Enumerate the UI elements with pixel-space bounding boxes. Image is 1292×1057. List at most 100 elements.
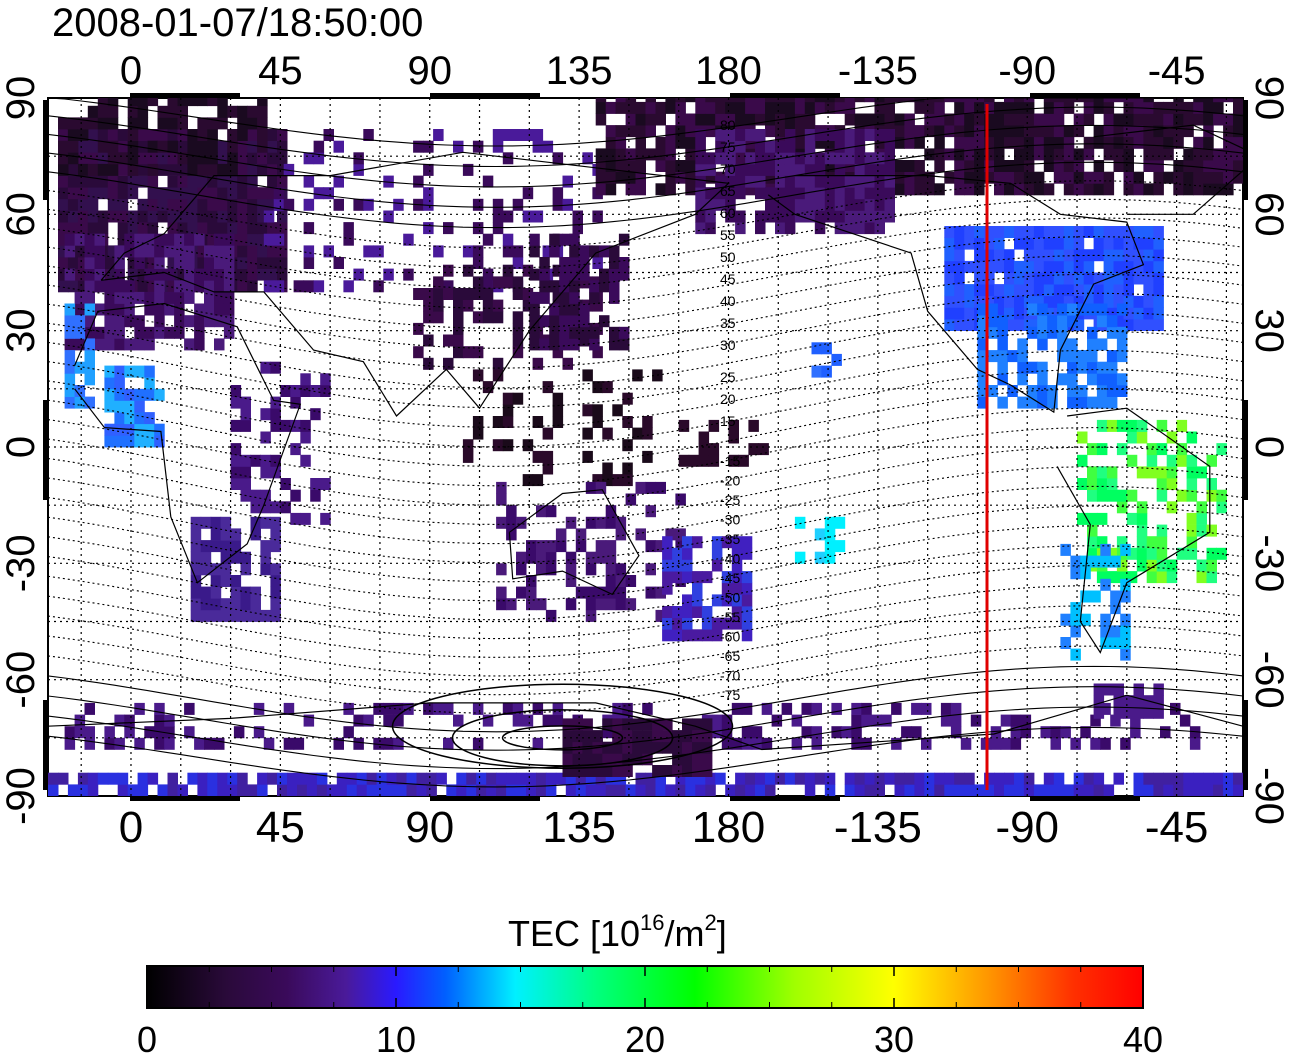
tec-cell <box>656 183 667 195</box>
tec-cell <box>1143 137 1154 149</box>
tec-cell <box>178 784 189 796</box>
tec-cell <box>543 428 554 440</box>
tec-cell <box>1223 172 1234 184</box>
tec-cell <box>662 583 673 595</box>
tec-cell <box>154 292 165 304</box>
lat-tick-right: 90 <box>1247 76 1291 121</box>
tec-cell <box>267 176 278 188</box>
tec-cell <box>270 408 281 420</box>
tec-cell <box>646 148 657 160</box>
tec-cell <box>685 114 696 126</box>
tec-cell <box>1054 249 1065 261</box>
tec-cell <box>695 222 706 234</box>
tec-cell <box>1104 238 1115 250</box>
tec-cell <box>1007 350 1018 362</box>
tec-cell <box>1070 567 1081 579</box>
tec-cell <box>1077 385 1088 397</box>
frame-segment <box>430 796 540 801</box>
tec-cell <box>1014 148 1025 160</box>
tec-cell <box>1070 614 1081 626</box>
tec-cell <box>516 773 527 785</box>
tec-cell <box>1044 773 1055 785</box>
contour-label: -45 <box>720 570 740 586</box>
tec-cell <box>383 211 394 223</box>
tec-cell <box>602 742 613 754</box>
tec-cell <box>994 102 1005 114</box>
tec-cell <box>964 183 975 195</box>
tec-cell <box>665 90 676 102</box>
tec-cell <box>1064 284 1075 296</box>
tec-cell <box>178 117 189 129</box>
contour-label: -25 <box>720 492 740 508</box>
tec-cell <box>168 176 179 188</box>
tec-cell <box>695 187 706 199</box>
lon-tick-top: 135 <box>546 49 613 93</box>
tec-cell <box>1060 614 1071 626</box>
tec-cell <box>1070 738 1081 750</box>
tec-cell <box>1094 773 1105 785</box>
tec-cell <box>343 222 354 234</box>
tec-cell <box>875 102 886 114</box>
tec-cell <box>934 114 945 126</box>
tec-cell <box>367 784 378 796</box>
tec-cell <box>314 280 325 292</box>
tec-cell <box>334 199 345 211</box>
tec-cell <box>221 610 232 622</box>
tec-cell <box>237 222 248 234</box>
tec-cell <box>855 187 866 199</box>
tec-cell <box>675 494 686 506</box>
tec-cell <box>715 773 726 785</box>
tec-cell <box>287 773 298 785</box>
tec-cell <box>1097 478 1108 490</box>
tec-cell <box>118 773 129 785</box>
tec-cell <box>709 455 720 467</box>
tec-cell <box>675 125 686 137</box>
tec-cell <box>277 141 288 153</box>
tec-cell <box>606 137 617 149</box>
tec-cell <box>1077 350 1088 362</box>
tec-cell <box>1014 296 1025 308</box>
tec-cell <box>662 629 673 641</box>
tec-cell <box>1120 649 1131 661</box>
tec-cell <box>68 141 79 153</box>
tec-cell <box>1024 273 1035 285</box>
lat-tick-right: 0 <box>1247 436 1291 458</box>
tec-cell <box>563 753 574 765</box>
tec-cell <box>543 451 554 463</box>
tec-cell <box>224 327 235 339</box>
tec-cell <box>1134 296 1145 308</box>
tec-cell <box>735 784 746 796</box>
tec-cell <box>709 443 720 455</box>
tec-cell <box>1064 160 1075 172</box>
tec-cell <box>835 540 846 552</box>
tec-cell <box>682 742 693 754</box>
tec-cell <box>825 176 836 188</box>
tec-cell <box>78 164 89 176</box>
tec-cell <box>1167 560 1178 572</box>
tec-cell <box>875 164 886 176</box>
contour-label: 20 <box>720 391 736 407</box>
tec-cell <box>1134 114 1145 126</box>
tec-cell <box>277 257 288 269</box>
tec-cell <box>1157 548 1168 560</box>
tec-cell <box>224 234 235 246</box>
tec-cell <box>1157 466 1168 478</box>
tec-cell <box>536 773 547 785</box>
tec-cell <box>861 738 872 750</box>
tec-cell <box>709 420 720 432</box>
tec-cell <box>672 606 683 618</box>
tec-cell <box>994 238 1005 250</box>
tec-cell <box>642 703 653 715</box>
tec-cell <box>1213 90 1224 102</box>
tec-cell <box>1011 715 1022 727</box>
tec-cell <box>1104 114 1115 126</box>
tec-cell <box>974 114 985 126</box>
tec-cell <box>914 773 925 785</box>
tec-cell <box>463 265 474 277</box>
tec-cell <box>702 629 713 641</box>
tec-cell <box>317 784 328 796</box>
tec-cell <box>154 269 165 281</box>
tec-cell <box>68 129 79 141</box>
lon-tick-top: -90 <box>998 49 1056 93</box>
tec-cell <box>1104 183 1115 195</box>
